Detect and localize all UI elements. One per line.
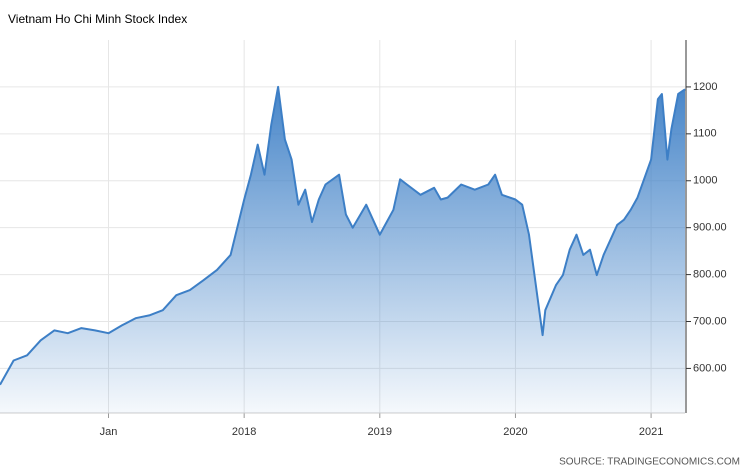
y-tick-label: 800.00 xyxy=(693,268,727,280)
y-tick-label: 1000 xyxy=(693,175,717,187)
y-tick-label: 700.00 xyxy=(693,315,727,327)
x-tick-label: 2018 xyxy=(232,426,256,438)
x-tick-label: 2021 xyxy=(639,426,663,438)
series-line xyxy=(0,85,686,386)
y-tick-label: 900.00 xyxy=(693,222,727,234)
y-tick-label: 1100 xyxy=(693,128,717,140)
y-tick-label: 1200 xyxy=(693,81,717,93)
chart-title: Vietnam Ho Chi Minh Stock Index xyxy=(8,12,187,26)
x-tick-label: 2020 xyxy=(503,426,527,438)
y-tick-label: 600.00 xyxy=(693,362,727,374)
area-fill xyxy=(0,86,685,414)
x-tick-label: 2019 xyxy=(368,426,392,438)
x-tick-label: Jan xyxy=(100,426,118,438)
source: SOURCE: TRADINGECONOMICS.COM xyxy=(559,457,740,468)
